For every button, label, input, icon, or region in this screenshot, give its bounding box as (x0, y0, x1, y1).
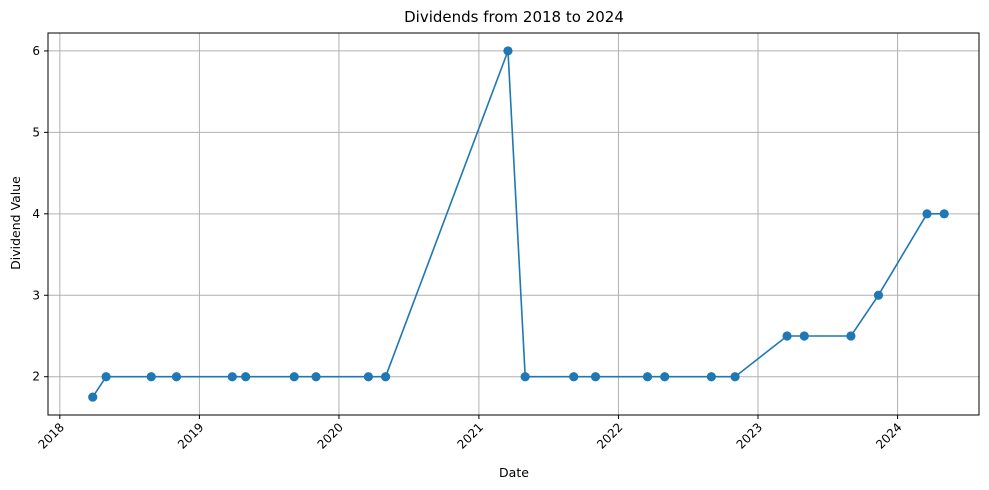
x-tick-label: 2018 (35, 420, 66, 451)
y-tick-label: 4 (32, 207, 40, 221)
y-tick-label: 2 (32, 370, 40, 384)
x-tick-label: 2023 (734, 420, 765, 451)
data-point (227, 372, 237, 382)
x-axis-ticks: 2018 2019 2020 2021 2022 2023 2024 (35, 415, 905, 452)
data-point (782, 331, 792, 341)
x-tick-label: 2021 (455, 420, 486, 451)
data-point (503, 46, 513, 56)
data-point (706, 372, 716, 382)
x-tick-label: 2019 (175, 420, 206, 451)
data-point (939, 209, 949, 219)
x-tick-label: 2022 (594, 420, 625, 451)
chart-title: Dividends from 2018 to 2024 (404, 8, 624, 26)
grid-lines (48, 33, 979, 415)
data-point (590, 372, 601, 382)
x-tick-label: 2024 (873, 420, 904, 451)
y-tick-label: 3 (32, 288, 40, 302)
data-point (381, 372, 391, 382)
series-layer (88, 46, 949, 402)
data-point (289, 372, 299, 382)
y-tick-label: 6 (32, 44, 40, 58)
data-point (88, 392, 98, 402)
data-point (520, 372, 530, 382)
data-point (101, 372, 111, 382)
x-tick-label: 2020 (315, 420, 346, 451)
data-point (799, 331, 809, 341)
y-tick-label: 5 (32, 125, 40, 139)
y-axis-label: Dividend Value (8, 176, 23, 270)
data-point (241, 372, 251, 382)
data-point (846, 331, 856, 341)
data-point (569, 372, 579, 382)
data-point (642, 372, 653, 382)
x-axis-label: Date (499, 465, 529, 480)
data-point (873, 290, 884, 300)
series-line (92, 50, 945, 398)
data-point (171, 372, 182, 382)
data-point (730, 372, 740, 382)
y-axis-ticks: 2 3 4 5 6 (32, 44, 48, 384)
plot-area-frame (47, 32, 980, 416)
data-point (146, 372, 156, 382)
data-point (311, 372, 321, 382)
data-point (922, 209, 932, 219)
data-point (363, 372, 374, 382)
data-point (660, 372, 670, 382)
